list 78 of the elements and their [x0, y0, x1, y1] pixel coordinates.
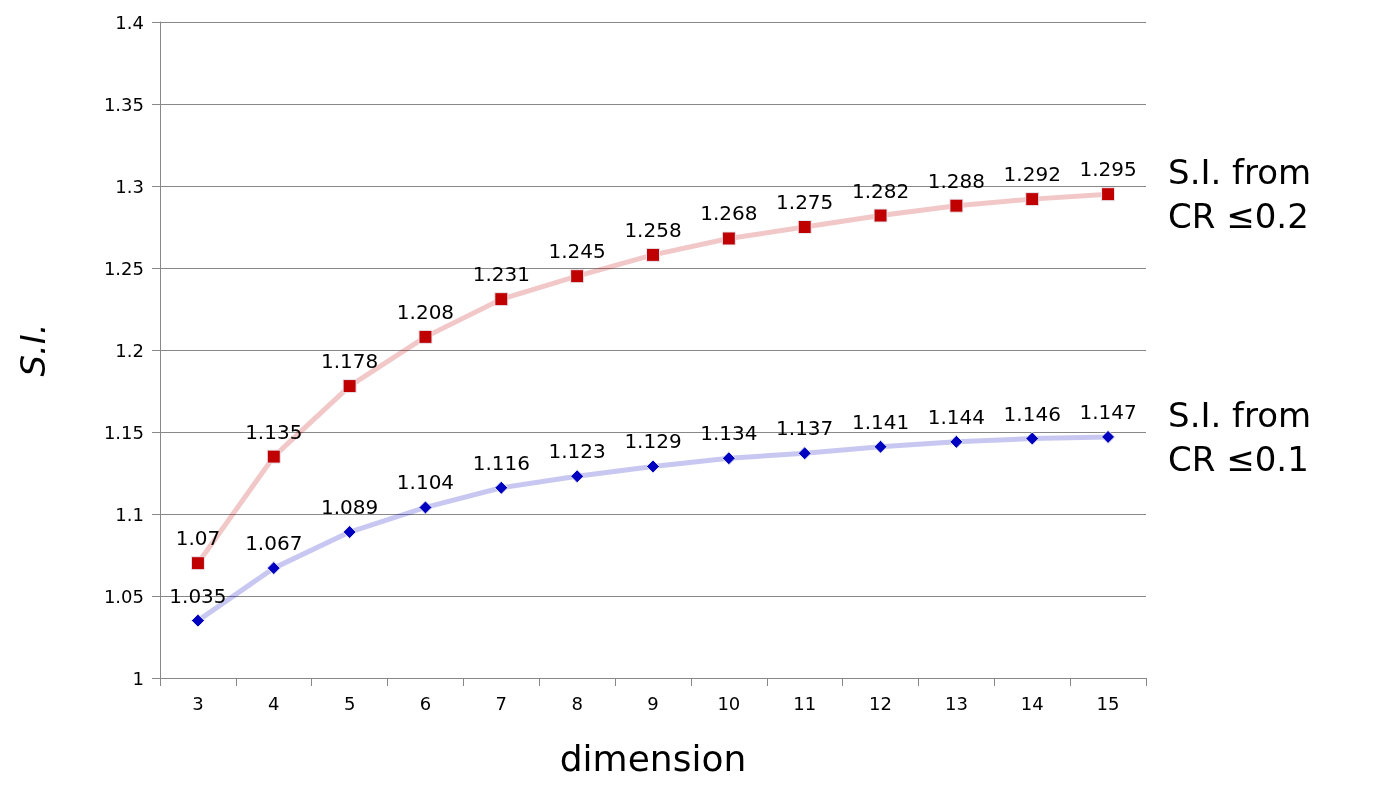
y-tick-label: 1: [132, 667, 144, 689]
data-label: 1.178: [320, 349, 379, 374]
point: [418, 329, 433, 344]
point: [1101, 429, 1116, 444]
point: [418, 500, 433, 515]
x-tick-label: 6: [419, 692, 432, 714]
data-label: 1.258: [624, 217, 682, 242]
x-tick-label: 5: [343, 692, 356, 714]
point: [949, 434, 964, 449]
point: [1025, 192, 1040, 207]
series-label: S.I. from CR ≤0.2: [1168, 152, 1323, 237]
y-tick-label: 1.25: [103, 257, 144, 279]
point: [797, 220, 812, 234]
x-tick-label: 11: [793, 692, 817, 714]
point: [342, 379, 357, 394]
data-label: 1.275: [776, 190, 834, 214]
point: [949, 198, 964, 213]
data-label: 1.067: [245, 531, 303, 556]
point: [1101, 187, 1116, 202]
data-label: 1.144: [927, 404, 986, 429]
point: [342, 525, 357, 540]
data-label: 1.268: [700, 201, 758, 226]
point: [570, 269, 585, 284]
x-tick-label: 3: [192, 692, 204, 714]
data-label: 1.07: [175, 526, 221, 551]
data-label: 1.295: [1079, 157, 1137, 182]
data-label: 1.231: [472, 262, 530, 287]
y-tick-label: 1.3: [115, 175, 144, 197]
point: [646, 459, 660, 474]
point: [570, 469, 585, 484]
data-label: 1.141: [851, 409, 910, 434]
x-tick-label: 10: [717, 692, 741, 714]
data-label: 1.137: [776, 416, 834, 441]
point: [721, 231, 736, 246]
point: [646, 247, 660, 262]
data-label: 1.292: [1003, 162, 1061, 187]
data-label: 1.123: [548, 439, 606, 464]
data-label: 1.147: [1079, 399, 1137, 424]
point: [797, 446, 812, 461]
y-tick-label: 1.05: [103, 585, 144, 607]
data-label: 1.129: [624, 429, 682, 454]
data-label: 1.288: [927, 168, 986, 193]
point: [873, 208, 888, 223]
y-tick-label: 1.2: [115, 339, 144, 361]
x-tick-label: 15: [1096, 692, 1120, 714]
point: [190, 556, 205, 571]
y-tick-label: 1.1: [115, 503, 144, 525]
point: [266, 561, 281, 576]
y-tick-label: 1.35: [103, 93, 144, 115]
point: [1025, 431, 1040, 446]
data-label: 1.282: [851, 178, 910, 203]
data-label: 1.116: [472, 450, 530, 475]
data-label: 1.245: [548, 239, 606, 264]
y-axis-title: S.I.: [13, 323, 53, 377]
y-tick-label: 1.4: [115, 11, 144, 33]
x-tick-label: 14: [1020, 692, 1044, 714]
data-label: 1.035: [169, 583, 227, 608]
x-tick-label: 9: [647, 692, 659, 714]
point: [873, 439, 888, 454]
x-tick-label: 4: [268, 692, 280, 714]
point: [721, 451, 736, 466]
y-tick-label: 1.15: [103, 421, 144, 443]
point: [190, 613, 205, 628]
point: [494, 292, 509, 307]
data-label: 1.208: [396, 299, 455, 324]
x-tick-label: 8: [571, 692, 583, 714]
x-tick-label: 7: [495, 692, 508, 714]
x-tick-label: 13: [944, 692, 968, 714]
data-label: 1.135: [245, 419, 303, 444]
data-label: 1.134: [700, 421, 758, 446]
series-label: S.I. from CR ≤0.1: [1168, 394, 1323, 479]
data-label: 1.146: [1003, 401, 1061, 426]
point: [266, 449, 281, 464]
x-tick-label: 12: [869, 692, 892, 714]
data-label: 1.089: [320, 495, 379, 520]
data-label: 1.104: [396, 470, 455, 495]
point: [494, 480, 509, 495]
x-axis-title: dimension: [559, 737, 747, 779]
